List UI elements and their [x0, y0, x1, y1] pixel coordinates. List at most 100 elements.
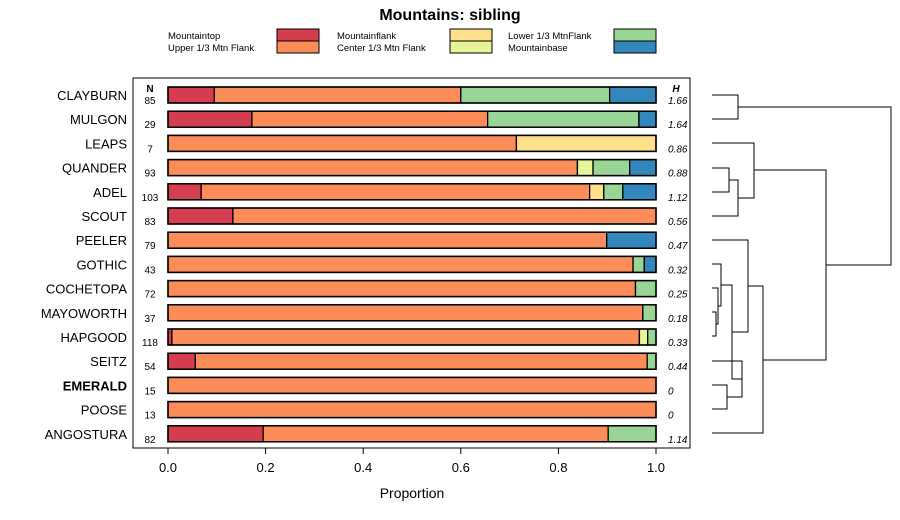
legend-swatch-mountainbase: [613, 40, 657, 54]
dendrogram-branch: [712, 263, 722, 307]
legend-label-lower-flank: Lower 1/3 MtnFlank: [508, 31, 592, 42]
bar-segment: [167, 279, 637, 298]
bar-segment: [515, 134, 657, 153]
bar-outline: [167, 328, 657, 346]
n-value: 13: [144, 411, 156, 422]
h-value: 0.32: [668, 265, 688, 276]
row-mayoworth: MAYOWORTH 37 0.18: [41, 304, 688, 325]
bar-segment: [167, 134, 518, 153]
bar-outline: [167, 279, 657, 298]
n-value: 72: [144, 290, 156, 301]
n-value: 93: [144, 169, 156, 180]
x-tick-label: 0.8: [549, 460, 567, 475]
row-cochetopa: COCHETOPA 72 0.25: [46, 279, 688, 301]
x-tick-label: 0.4: [354, 460, 372, 475]
bar-outline: [167, 86, 657, 104]
row-gothic: GOTHIC 43 0.32: [76, 255, 688, 276]
bar-segment: [167, 231, 608, 249]
h-value: 0: [668, 386, 674, 397]
n-value: 15: [144, 386, 156, 397]
h-value: 0.25: [668, 290, 688, 301]
bar-segment: [638, 328, 649, 346]
bar-segment: [646, 352, 657, 370]
row-leaps: LEAPS 7 0.86: [85, 134, 688, 155]
bar-segment: [592, 158, 631, 177]
bar-outline: [167, 134, 657, 153]
row-mulgon: MULGON 29 1.64: [70, 110, 688, 131]
bar-segment: [167, 352, 196, 370]
h-value: 0: [668, 411, 674, 422]
h-value: 0.47: [668, 241, 688, 252]
dendrogram-branch: [712, 167, 730, 193]
bar-segment: [167, 110, 253, 128]
bar-outline: [167, 231, 657, 249]
bar-segment: [588, 183, 605, 201]
bar-segment: [167, 158, 579, 177]
bar-segment: [194, 352, 648, 370]
bar-segment: [213, 86, 462, 104]
bar-outline: [167, 255, 657, 274]
row-peeler: PEELER 79 0.47: [76, 231, 688, 252]
bar-segment: [167, 207, 234, 225]
bar-segment: [200, 183, 591, 201]
row-adel: ADEL 103 1.12: [93, 183, 688, 204]
legend-swatch-center-flank: [449, 40, 493, 54]
dendrogram-branch: [738, 106, 892, 266]
site-label: LEAPS: [85, 136, 127, 151]
x-tick-label: 0.0: [159, 460, 177, 475]
n-value: 37: [144, 314, 156, 325]
n-value: 29: [144, 120, 156, 131]
legend-swatch-upper-flank: [276, 40, 320, 54]
bar-segment: [232, 207, 657, 225]
n-value: 54: [144, 362, 156, 373]
site-label: HAPGOOD: [61, 330, 127, 345]
site-label: POOSE: [81, 403, 128, 418]
legend-label-mountainbase: Mountainbase: [508, 43, 568, 54]
n-value: 83: [144, 217, 156, 228]
site-label: SEITZ: [90, 354, 127, 369]
dendrogram-branch: [712, 179, 739, 217]
site-label: COCHETOPA: [46, 282, 127, 297]
row-quander: QUANDER 93 0.88: [62, 158, 688, 180]
bar-outline: [167, 207, 657, 225]
h-value: 0.44: [668, 362, 688, 373]
legend-swatch-lower-flank: [613, 28, 657, 42]
n-value: 118: [142, 338, 158, 349]
n-value: 43: [144, 265, 156, 276]
h-value: 0.18: [668, 314, 688, 325]
site-label: ANGOSTURA: [45, 427, 128, 442]
bar-segment: [167, 304, 644, 322]
bar-segment: [171, 328, 641, 346]
legend-label-mountaintop: Mountaintop: [168, 31, 220, 42]
legend-label-upper-flank: Upper 1/3 Mtn Flank: [168, 43, 254, 54]
n-value: 85: [144, 96, 156, 107]
legend-swatch-mountaintop: [276, 28, 320, 42]
bar-segment: [632, 255, 645, 274]
dendrogram-branch: [712, 285, 764, 434]
bar-segment: [628, 158, 657, 177]
site-label: SCOUT: [82, 209, 128, 224]
bar-segment: [486, 110, 640, 128]
dendrogram-branch: [712, 142, 755, 199]
bar-segment: [638, 110, 657, 128]
bar-segment: [167, 376, 657, 395]
site-label: MAYOWORTH: [41, 306, 127, 321]
bar-outline: [167, 352, 657, 370]
bar-outline: [167, 425, 657, 443]
bar-outline: [167, 110, 657, 128]
n-value: 103: [142, 193, 159, 204]
legend-swatch-mountainflank: [449, 28, 493, 42]
site-label: QUANDER: [62, 161, 127, 176]
h-value: 0.86: [668, 144, 688, 155]
legend-label-mountainflank: Mountainflank: [337, 31, 396, 42]
x-tick-label: 0.6: [452, 460, 470, 475]
bar-segment: [167, 183, 202, 201]
row-angostura: ANGOSTURA 82 1.14: [45, 425, 688, 446]
dendrogram-branch: [712, 311, 717, 337]
h-value: 1.12: [668, 193, 688, 204]
n-header: N: [146, 84, 153, 95]
row-hapgood: HAPGOOD 118 0.33: [61, 328, 688, 349]
bar-segment: [576, 158, 594, 177]
dendrogram: [712, 94, 892, 434]
